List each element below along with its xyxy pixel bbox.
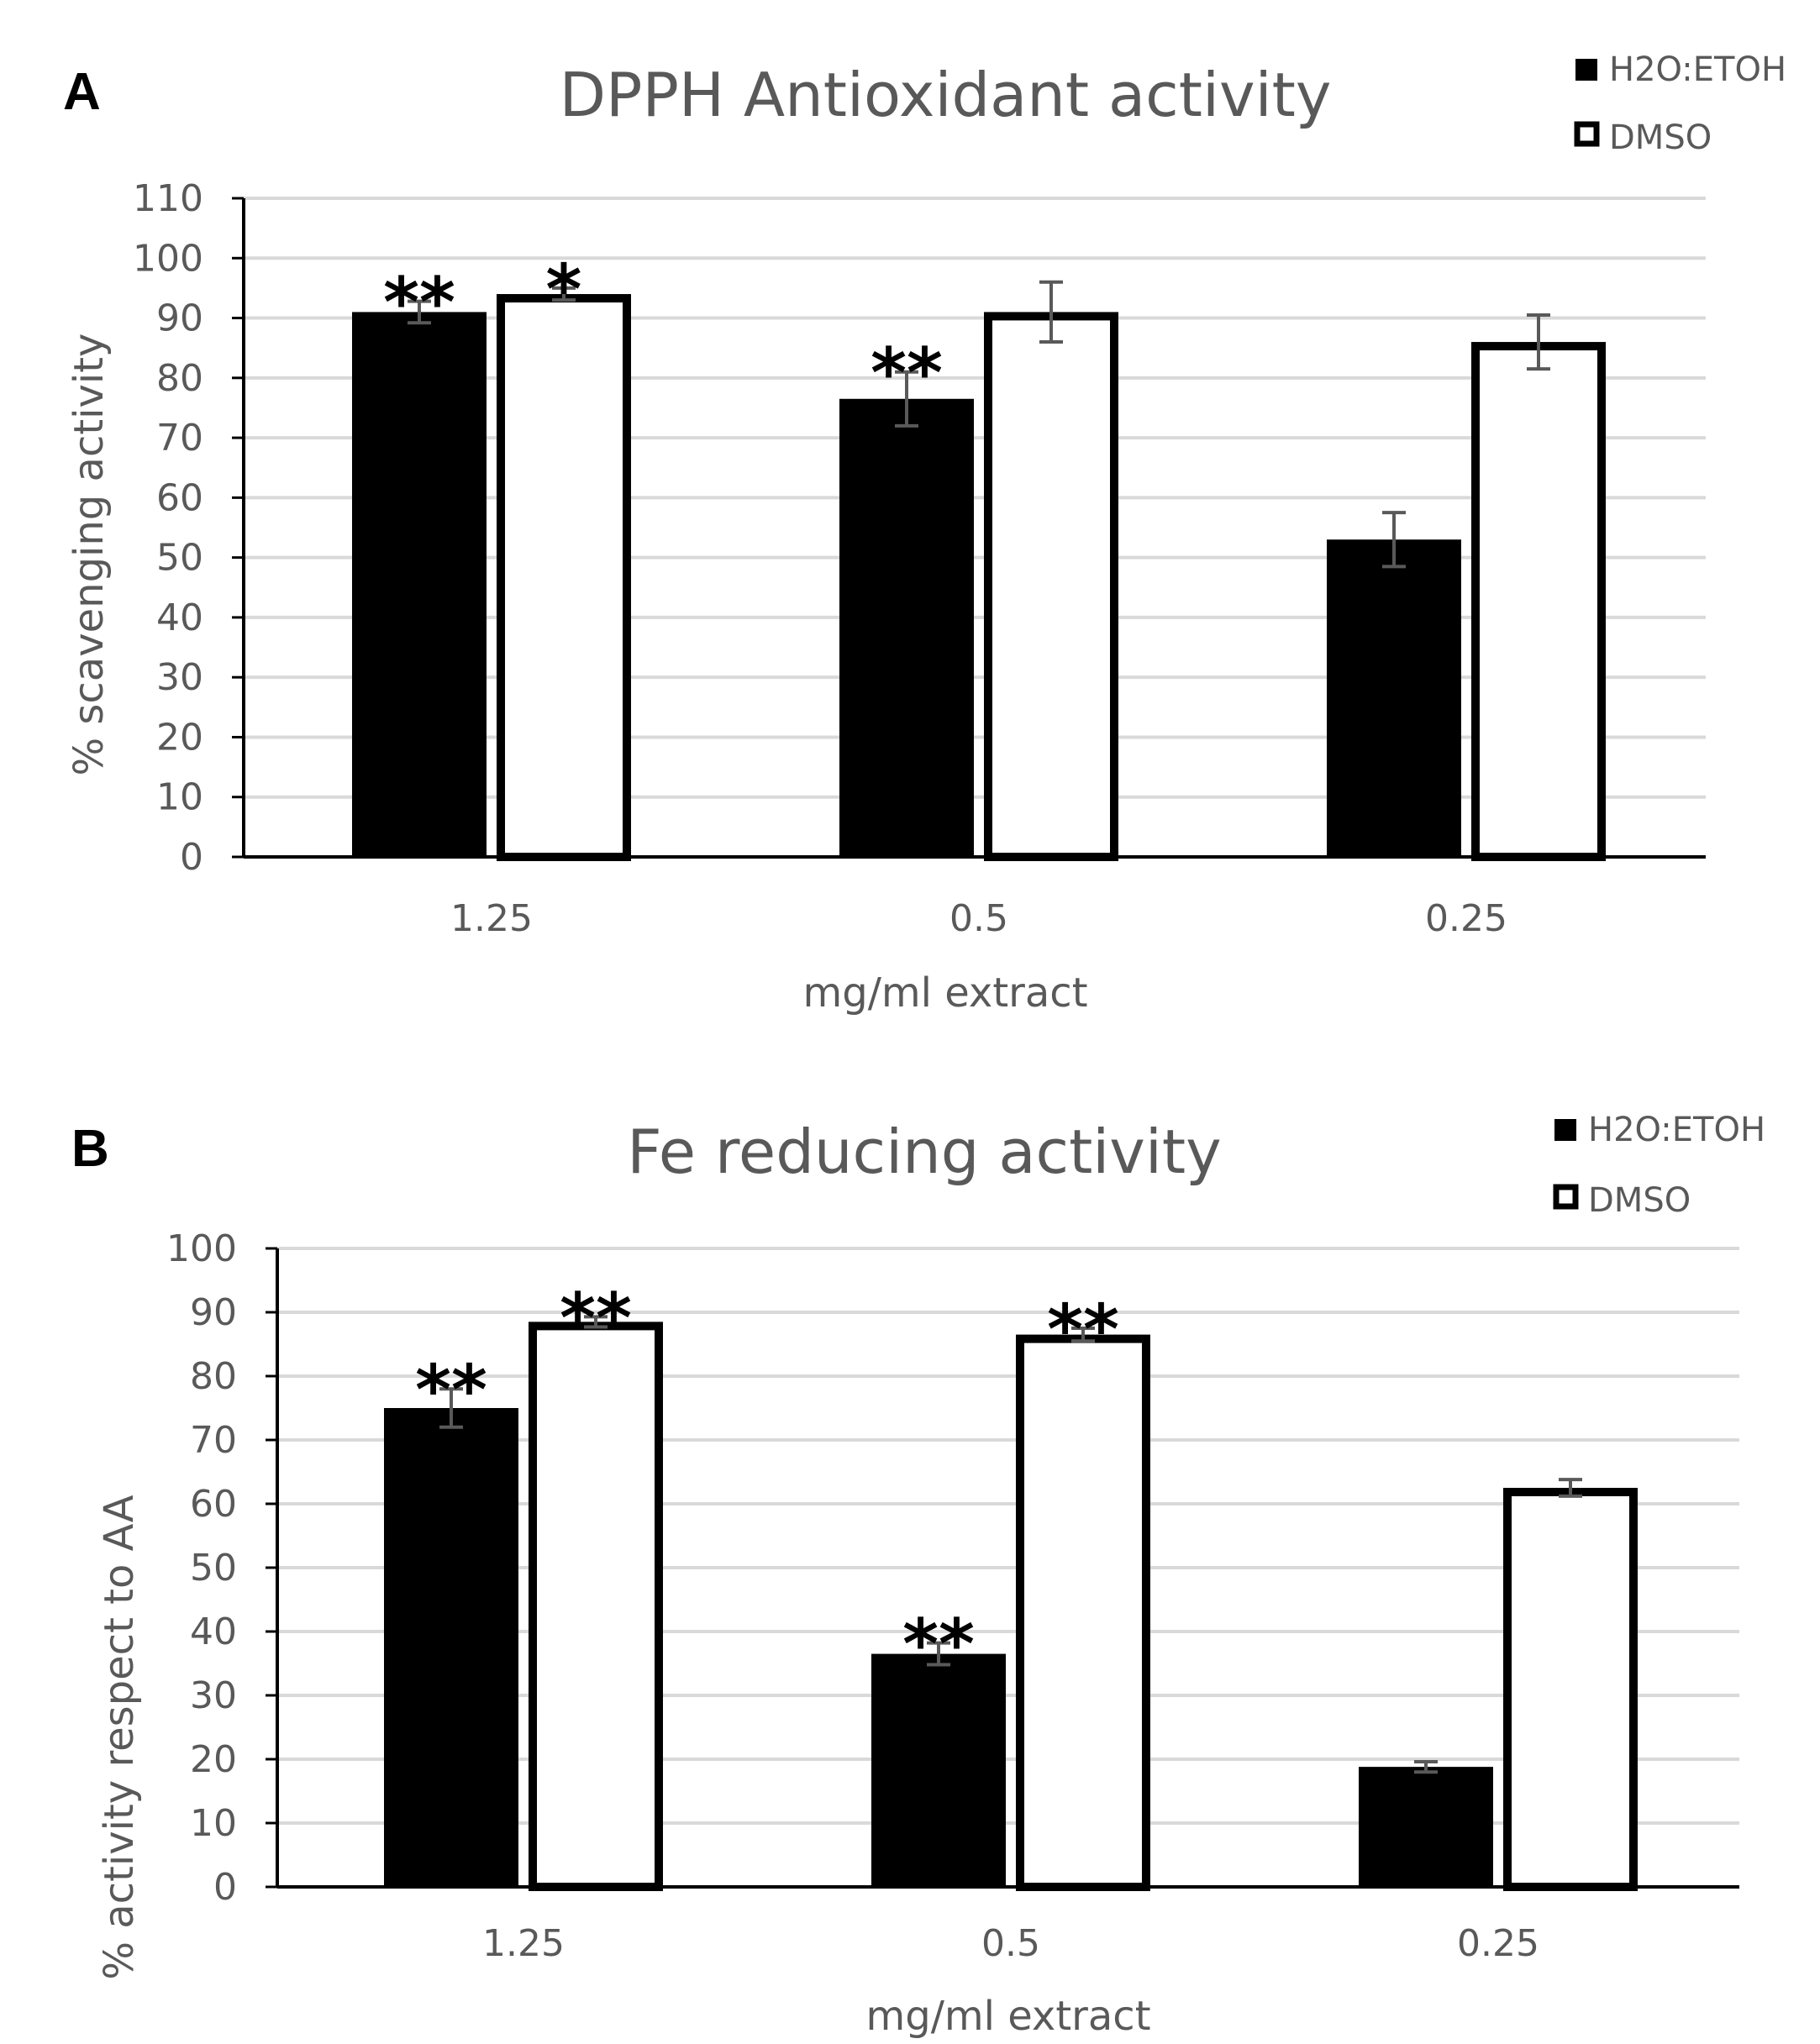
legend-label-dmso: DMSO <box>1609 118 1712 157</box>
legend-label-h2o-etoh: H2O:ETOH <box>1588 1111 1765 1149</box>
panel-letter-b: B <box>71 1120 109 1178</box>
plot-area: 0 10 20 30 40 50 60 70 80 90 100 ** ** 1.25 ** ** 0.5 0.2… <box>166 1227 1739 1965</box>
error-bar <box>1382 511 1406 569</box>
bar-h2o-etoh <box>1327 539 1461 857</box>
error-bar <box>895 370 918 428</box>
error-bar <box>584 1315 608 1329</box>
y-tick-label: 100 <box>166 1227 237 1270</box>
x-tick-label: 0.5 <box>949 897 1008 940</box>
legend: H2O:ETOH DMSO <box>1553 1111 1765 1220</box>
y-axis-title: % scavenging activity <box>66 334 113 776</box>
error-bar <box>1071 1327 1095 1343</box>
fe-reducing-chart-svg: B Fe reducing activity H2O:ETOH DMSO 0 10… <box>71 1111 1765 2040</box>
x-axis-title: mg/ml extract <box>865 1993 1150 2040</box>
y-tick-label: 70 <box>190 1419 237 1462</box>
bar-dmso <box>1016 1334 1150 1892</box>
panel-letter-a: A <box>63 63 101 121</box>
error-bar <box>552 286 576 302</box>
y-tick-label: 0 <box>213 1866 237 1909</box>
dpph-chart-svg: A DPPH Antioxidant activity H2O:ETOH DMS… <box>63 50 1786 1017</box>
y-tick-label: 100 <box>133 237 203 280</box>
error-bar <box>1527 313 1550 371</box>
error-bar <box>1414 1760 1438 1774</box>
significance-label: ** <box>902 1605 975 1685</box>
x-tick-label: 0.25 <box>1457 1922 1539 1965</box>
bar-dmso <box>1503 1488 1638 1891</box>
y-tick-label: 70 <box>156 417 203 460</box>
bar-dmso <box>529 1322 663 1891</box>
y-tick-label: 30 <box>156 656 203 699</box>
error-bar <box>1559 1478 1582 1498</box>
y-tick-label: 10 <box>190 1802 237 1845</box>
legend-swatch-dmso <box>1574 121 1600 147</box>
significance-label: ** <box>1047 1290 1119 1370</box>
x-tick-label: 1.25 <box>450 897 533 940</box>
y-tick-label: 20 <box>190 1738 237 1781</box>
y-tick-label: 10 <box>156 776 203 819</box>
y-tick-label: 90 <box>156 297 203 340</box>
x-tick-label: 0.5 <box>981 1922 1040 1965</box>
legend: H2O:ETOH DMSO <box>1574 50 1786 157</box>
y-tick-label: 40 <box>190 1611 237 1653</box>
y-tick-label: 40 <box>156 596 203 639</box>
y-tick-label: 60 <box>190 1483 237 1526</box>
panel-a-dpph-chart: A DPPH Antioxidant activity H2O:ETOH DMS… <box>63 50 1786 1017</box>
error-bar <box>408 299 431 325</box>
bar-h2o-etoh <box>839 398 974 857</box>
legend-swatch-h2o-etoh <box>1575 59 1597 81</box>
x-axis-title: mg/ml extract <box>802 969 1087 1017</box>
legend-swatch-h2o-etoh <box>1554 1119 1576 1141</box>
y-tick-label: 50 <box>190 1547 237 1589</box>
y-tick-label: 80 <box>190 1355 237 1398</box>
error-bar <box>439 1387 463 1429</box>
y-tick-label: 20 <box>156 716 203 759</box>
error-bar <box>1039 280 1063 344</box>
legend-label-dmso: DMSO <box>1588 1181 1691 1220</box>
y-tick-label: 110 <box>133 177 203 220</box>
y-tick-label: 80 <box>156 357 203 400</box>
y-tick-label: 50 <box>156 537 203 580</box>
significance-label: ** <box>560 1279 632 1358</box>
bar-dmso <box>984 312 1118 862</box>
significance-label: ** <box>383 264 455 344</box>
significance-label: ** <box>415 1351 487 1431</box>
panel-b-fe-reducing-chart: B Fe reducing activity H2O:ETOH DMSO 0 10… <box>0 1022 1820 2044</box>
y-tick-label: 90 <box>190 1291 237 1334</box>
legend-swatch-dmso <box>1553 1184 1579 1210</box>
bar-h2o-etoh <box>352 312 487 857</box>
chart-title: Fe reducing activity <box>627 1117 1222 1187</box>
bar-dmso <box>497 294 631 861</box>
bar-h2o-etoh <box>1359 1767 1493 1887</box>
significance-label: ** <box>871 334 943 414</box>
chart-title: DPPH Antioxidant activity <box>560 60 1332 130</box>
y-tick-label: 60 <box>156 476 203 519</box>
error-bar <box>927 1641 950 1667</box>
significance-label: * <box>546 250 582 330</box>
y-tick-label: 30 <box>190 1674 237 1717</box>
x-tick-label: 1.25 <box>482 1922 565 1965</box>
bar-h2o-etoh <box>871 1653 1006 1887</box>
legend-label-h2o-etoh: H2O:ETOH <box>1609 50 1786 89</box>
bar-h2o-etoh <box>384 1408 518 1887</box>
y-axis-title: % activity respect to AA <box>96 1495 143 1979</box>
bar-dmso <box>1471 342 1606 861</box>
y-tick-label: 0 <box>180 836 203 879</box>
x-tick-label: 0.25 <box>1425 897 1507 940</box>
